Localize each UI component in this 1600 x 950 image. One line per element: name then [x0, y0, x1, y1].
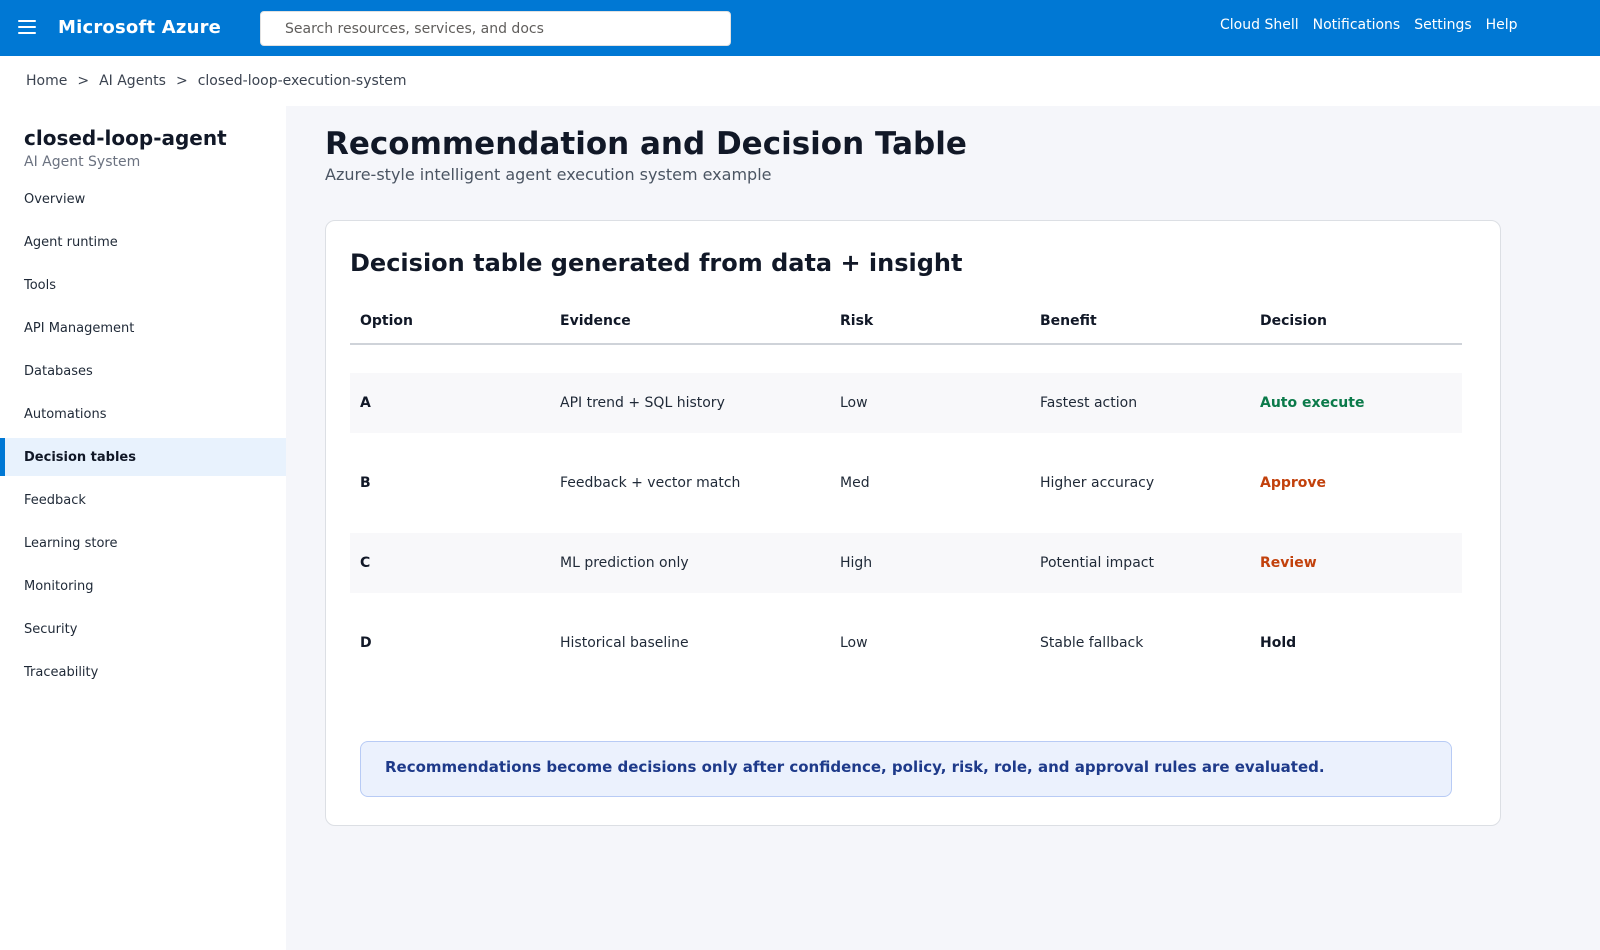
risk-cell: Low: [840, 635, 868, 651]
option-cell: C: [360, 555, 371, 571]
sidebar-item-tools[interactable]: Tools: [24, 277, 57, 293]
table-row: D Historical baseline Low Stable fallbac…: [350, 613, 1462, 673]
resource-title: closed-loop-agent: [24, 126, 227, 150]
evidence-cell: Historical baseline: [560, 635, 689, 651]
risk-cell: Med: [840, 475, 870, 491]
decision-table-card: Decision table generated from data + ins…: [325, 220, 1501, 826]
decision-table: Option Evidence Risk Benefit Decision A …: [350, 299, 1462, 673]
top-links: Cloud Shell Notifications Settings Help: [1220, 17, 1518, 33]
evidence-cell: API trend + SQL history: [560, 395, 725, 411]
decision-cell: Approve: [1260, 475, 1327, 491]
brand-title[interactable]: Microsoft Azure: [58, 17, 222, 38]
breadcrumb: Home > AI Agents > closed-loop-execution…: [26, 73, 407, 89]
column-header-option: Option: [360, 313, 413, 329]
benefit-cell: Higher accuracy: [1040, 475, 1155, 491]
option-cell: D: [360, 635, 372, 651]
breadcrumb-current[interactable]: closed-loop-execution-system: [197, 73, 407, 89]
decision-cell: Hold: [1260, 635, 1297, 651]
column-header-decision: Decision: [1260, 313, 1327, 329]
sidebar-item-learning-store[interactable]: Learning store: [24, 535, 118, 551]
cloud-shell-link[interactable]: Cloud Shell: [1220, 17, 1299, 33]
column-header-risk: Risk: [840, 313, 874, 329]
policy-note: Recommendations become decisions only af…: [360, 741, 1452, 797]
table-row: B Feedback + vector match Med Higher acc…: [350, 453, 1462, 513]
decision-cell: Auto execute: [1260, 395, 1365, 411]
sidebar-item-databases[interactable]: Databases: [24, 363, 93, 379]
sidebar-item-automations[interactable]: Automations: [24, 406, 107, 422]
sidebar-nav: Overview Agent runtime Tools API Managem…: [0, 180, 286, 696]
sidebar-item-decision-tables[interactable]: Decision tables: [0, 438, 286, 476]
breadcrumb-separator: >: [175, 73, 188, 89]
sidebar-item-api-management[interactable]: API Management: [24, 320, 135, 336]
benefit-cell: Potential impact: [1040, 555, 1154, 571]
evidence-cell: Feedback + vector match: [560, 475, 741, 491]
settings-link[interactable]: Settings: [1414, 17, 1472, 33]
page-title: Recommendation and Decision Table: [325, 126, 967, 162]
sidebar-item-overview[interactable]: Overview: [24, 191, 86, 207]
help-link[interactable]: Help: [1485, 17, 1518, 33]
sidebar-item-agent-runtime[interactable]: Agent runtime: [24, 234, 118, 250]
table-body: A API trend + SQL history Low Fastest ac…: [350, 373, 1462, 673]
sidebar-item-security[interactable]: Security: [24, 621, 78, 637]
page-subtitle: Azure-style intelligent agent execution …: [325, 165, 772, 184]
decision-cell: Review: [1260, 555, 1317, 571]
top-bar: Microsoft Azure Cloud Shell Notification…: [0, 0, 1600, 56]
option-cell: A: [360, 395, 371, 411]
column-header-benefit: Benefit: [1040, 313, 1097, 329]
benefit-cell: Stable fallback: [1040, 635, 1144, 651]
notifications-link[interactable]: Notifications: [1312, 17, 1401, 33]
main-content: Recommendation and Decision Table Azure-…: [286, 106, 1600, 950]
sidebar-item-traceability[interactable]: Traceability: [24, 664, 99, 680]
sidebar-item-monitoring[interactable]: Monitoring: [24, 578, 94, 594]
breadcrumb-home[interactable]: Home: [26, 73, 68, 89]
breadcrumb-ai-agents[interactable]: AI Agents: [99, 73, 166, 89]
table-header: Option Evidence Risk Benefit Decision: [350, 299, 1462, 345]
risk-cell: Low: [840, 395, 868, 411]
breadcrumb-separator: >: [77, 73, 90, 89]
option-cell: B: [360, 475, 371, 491]
evidence-cell: ML prediction only: [560, 555, 689, 571]
table-row: A API trend + SQL history Low Fastest ac…: [350, 373, 1462, 433]
sidebar: closed-loop-agent AI Agent System Overvi…: [0, 106, 286, 950]
table-row: C ML prediction only High Potential impa…: [350, 533, 1462, 593]
resource-type: AI Agent System: [24, 154, 141, 170]
column-header-evidence: Evidence: [560, 313, 631, 329]
card-title: Decision table generated from data + ins…: [350, 249, 963, 277]
menu-icon[interactable]: [18, 16, 36, 38]
search-input[interactable]: [260, 11, 731, 46]
risk-cell: High: [840, 555, 873, 571]
sidebar-item-feedback[interactable]: Feedback: [24, 492, 86, 508]
benefit-cell: Fastest action: [1040, 395, 1138, 411]
